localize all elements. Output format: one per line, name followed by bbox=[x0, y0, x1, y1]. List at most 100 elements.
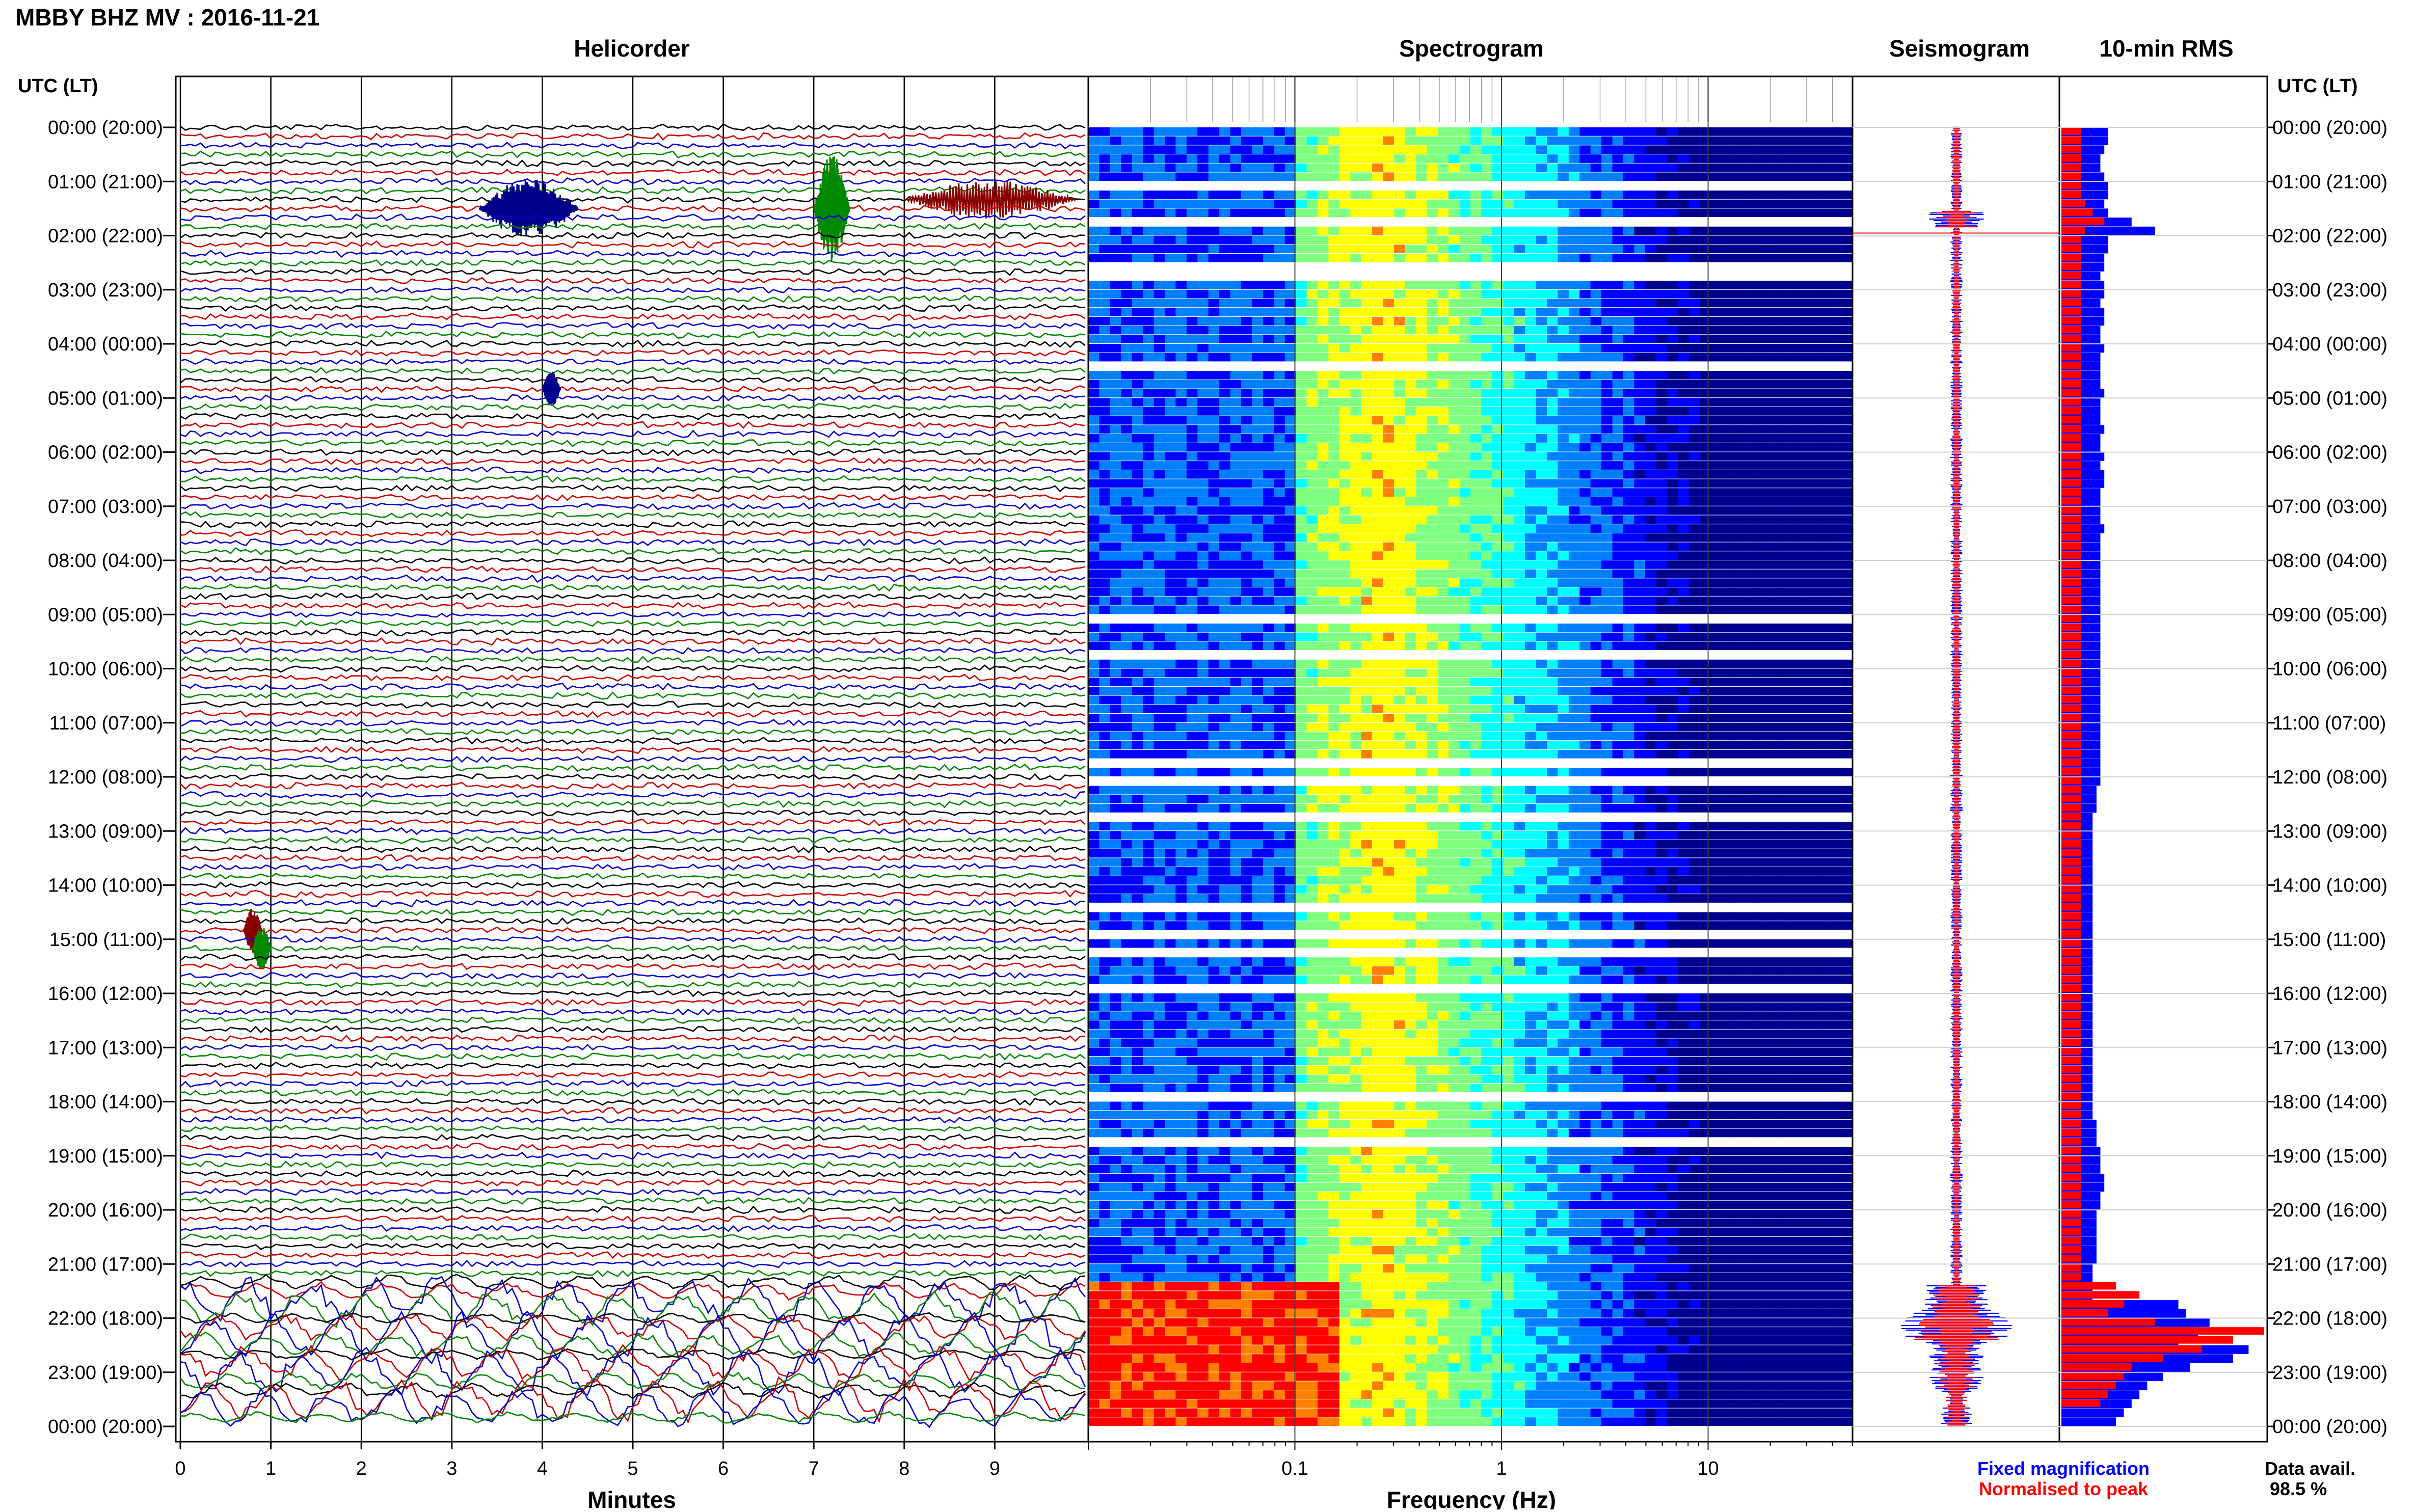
spectrogram-cell bbox=[1416, 371, 1427, 380]
spectrogram-cell bbox=[1416, 543, 1427, 551]
spectrogram-cell bbox=[1700, 380, 1711, 389]
spectrogram-cell bbox=[1350, 398, 1361, 407]
spectrogram-cell bbox=[1613, 750, 1624, 759]
spectrogram-cell bbox=[1514, 723, 1525, 732]
spectrogram-cell bbox=[1252, 344, 1263, 353]
spectrogram-cell bbox=[1219, 741, 1230, 749]
spectrogram-cell bbox=[1765, 398, 1777, 407]
spectrogram-cell bbox=[1274, 524, 1285, 533]
spectrogram-cell bbox=[1667, 389, 1678, 398]
spectrogram-cell bbox=[1678, 127, 1689, 136]
spectrogram-cell bbox=[1448, 254, 1460, 262]
spectrogram-cell bbox=[1263, 425, 1274, 434]
spectrogram-cell bbox=[1219, 678, 1230, 686]
spectrogram-cell bbox=[1700, 741, 1711, 749]
spectrogram-cell bbox=[1339, 524, 1351, 533]
spectrogram-cell bbox=[1197, 200, 1209, 208]
spectrogram-cell bbox=[1132, 254, 1143, 262]
spectrogram-cell bbox=[1154, 831, 1165, 840]
spectrogram-cell bbox=[1350, 154, 1361, 163]
spectrogram-cell bbox=[1732, 398, 1743, 407]
spectrogram-cell bbox=[1088, 200, 1099, 208]
spectrogram-cell bbox=[1656, 227, 1667, 235]
spectrogram-cell bbox=[1405, 516, 1416, 524]
spectrogram-cell bbox=[1809, 154, 1820, 163]
spectrogram-cell bbox=[1252, 443, 1263, 452]
spectrogram-cell bbox=[1416, 795, 1427, 803]
spectrogram-cell bbox=[1175, 678, 1187, 686]
spectrogram-cell bbox=[1383, 290, 1394, 299]
spectrogram-cell bbox=[1219, 606, 1230, 614]
spectrogram-cell bbox=[1460, 578, 1471, 587]
spectrogram-cell bbox=[1372, 398, 1383, 407]
spectrogram-cell bbox=[1558, 317, 1569, 326]
spectrogram-cell bbox=[1514, 407, 1525, 416]
spectrogram-cell bbox=[1219, 624, 1230, 632]
spectrogram-cell bbox=[1296, 371, 1307, 380]
spectrogram-cell bbox=[1175, 741, 1187, 749]
spectrogram-cell bbox=[1842, 705, 1853, 713]
spectrogram-cell bbox=[1285, 380, 1296, 389]
spectrogram-cell bbox=[1339, 335, 1351, 343]
spectrogram-cell bbox=[1318, 479, 1329, 488]
spectrogram-cell bbox=[1710, 624, 1722, 632]
spectrogram-cell bbox=[1394, 461, 1405, 470]
spectrogram-cell bbox=[1088, 335, 1099, 343]
spectrogram-cell bbox=[1503, 516, 1514, 524]
spectrogram-cell bbox=[1143, 786, 1154, 795]
spectrogram-cell bbox=[1689, 524, 1700, 533]
spectrogram-cell bbox=[1241, 641, 1252, 650]
spectrogram-cell bbox=[1241, 299, 1252, 308]
spectrogram-cell bbox=[1591, 344, 1602, 353]
spectrogram-cell bbox=[1525, 479, 1536, 488]
spectrogram-cell bbox=[1743, 723, 1755, 732]
spectrogram-cell bbox=[1667, 208, 1678, 217]
spectrogram-cell bbox=[1678, 443, 1689, 452]
spectrogram-cell bbox=[1361, 497, 1373, 506]
spectrogram-cell bbox=[1383, 543, 1394, 551]
spectrogram-cell bbox=[1427, 308, 1438, 316]
spectrogram-cell bbox=[1252, 497, 1263, 506]
spectrogram-cell bbox=[1372, 696, 1383, 705]
spectrogram-cell bbox=[1678, 191, 1689, 199]
spectrogram-cell bbox=[1645, 407, 1656, 416]
spectrogram-cell bbox=[1361, 443, 1373, 452]
spectrogram-cell bbox=[1350, 425, 1361, 434]
spectrogram-cell bbox=[1110, 714, 1121, 722]
spectrogram-cell bbox=[1776, 137, 1787, 145]
spectrogram-cell bbox=[1743, 551, 1755, 560]
spectrogram-cell bbox=[1121, 741, 1132, 749]
spectrogram-cell bbox=[1209, 254, 1220, 262]
spectrogram-cell bbox=[1350, 506, 1361, 515]
spectrogram-cell bbox=[1416, 570, 1427, 578]
spectrogram-cell bbox=[1405, 705, 1416, 713]
spectrogram-cell bbox=[1088, 245, 1099, 253]
spectrogram-cell bbox=[1307, 560, 1318, 569]
spectrogram-cell bbox=[1601, 335, 1613, 343]
spectrogram-cell bbox=[1569, 641, 1580, 650]
spectrogram-cell bbox=[1405, 164, 1416, 172]
spectrogram-cell bbox=[1547, 804, 1558, 813]
spectrogram-cell bbox=[1547, 290, 1558, 299]
spectrogram-cell bbox=[1787, 145, 1798, 154]
spectrogram-cell bbox=[1470, 461, 1482, 470]
spectrogram-cell bbox=[1591, 741, 1602, 749]
spectrogram-cell bbox=[1536, 191, 1547, 199]
spectrogram-cell bbox=[1361, 227, 1373, 235]
spectrogram-cell bbox=[1514, 380, 1525, 389]
spectrogram-cell bbox=[1263, 398, 1274, 407]
spectrogram-cell bbox=[1263, 208, 1274, 217]
spectrogram-cell bbox=[1678, 786, 1689, 795]
spectrogram-cell bbox=[1645, 533, 1656, 542]
spectrogram-cell bbox=[1339, 705, 1351, 713]
spectrogram-cell bbox=[1274, 479, 1285, 488]
spectrogram-cell bbox=[1765, 407, 1777, 416]
spectrogram-cell bbox=[1722, 741, 1733, 749]
spectrogram-cell bbox=[1591, 236, 1602, 245]
spectrogram-cell bbox=[1383, 380, 1394, 389]
spectrogram-cell bbox=[1470, 299, 1482, 308]
spectrogram-cell bbox=[1514, 425, 1525, 434]
spectrogram-cell bbox=[1710, 335, 1722, 343]
spectrogram-cell bbox=[1514, 786, 1525, 795]
spectrogram-cell bbox=[1536, 434, 1547, 443]
